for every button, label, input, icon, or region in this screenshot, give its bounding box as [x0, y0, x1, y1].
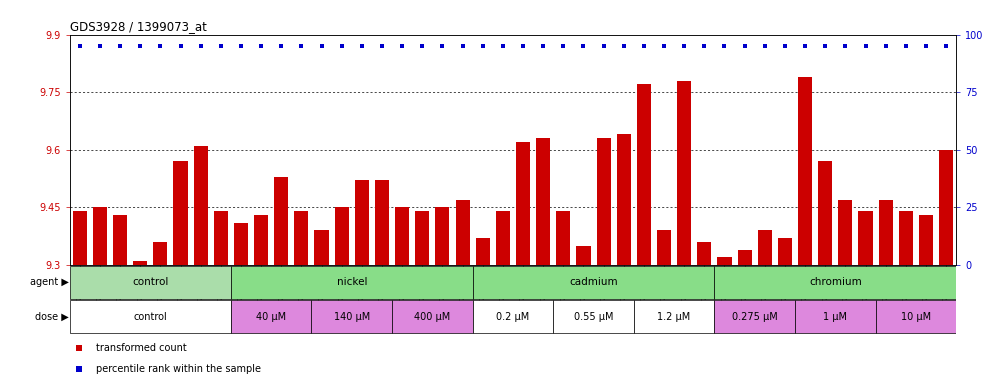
Bar — [516, 142, 530, 265]
Bar — [415, 211, 429, 265]
Bar — [73, 211, 87, 265]
Bar — [315, 230, 329, 265]
Bar — [335, 207, 349, 265]
Bar — [556, 211, 571, 265]
Bar — [496, 211, 510, 265]
Text: dose ▶: dose ▶ — [35, 312, 69, 322]
Bar — [153, 242, 167, 265]
Text: 1 μM: 1 μM — [824, 312, 848, 322]
Bar — [714, 266, 956, 299]
Bar — [919, 215, 933, 265]
Bar — [473, 266, 714, 299]
Text: 0.55 μM: 0.55 μM — [574, 312, 614, 322]
Bar — [636, 84, 651, 265]
Bar — [939, 150, 953, 265]
Text: control: control — [132, 277, 168, 287]
Bar — [758, 230, 772, 265]
Text: 40 μM: 40 μM — [256, 312, 286, 322]
Bar — [795, 300, 875, 333]
Bar — [597, 138, 611, 265]
Bar — [274, 177, 288, 265]
Bar — [455, 200, 470, 265]
Bar — [70, 266, 231, 299]
Text: 0.275 μM: 0.275 μM — [732, 312, 778, 322]
Bar — [395, 207, 409, 265]
Text: GDS3928 / 1399073_at: GDS3928 / 1399073_at — [70, 20, 206, 33]
Bar — [553, 300, 633, 333]
Bar — [697, 242, 711, 265]
Bar — [435, 207, 449, 265]
Bar — [374, 180, 389, 265]
Bar — [355, 180, 369, 265]
Bar — [254, 215, 268, 265]
Text: cadmium: cadmium — [569, 277, 618, 287]
Text: nickel: nickel — [337, 277, 367, 287]
Bar — [231, 266, 473, 299]
Bar — [536, 138, 550, 265]
Bar — [875, 300, 956, 333]
Bar — [214, 211, 228, 265]
Bar — [392, 300, 473, 333]
Bar — [473, 300, 553, 333]
Bar — [231, 300, 312, 333]
Bar — [133, 261, 147, 265]
Bar — [839, 200, 853, 265]
Bar — [193, 146, 208, 265]
Text: chromium: chromium — [809, 277, 862, 287]
Bar — [70, 300, 231, 333]
Text: 400 μM: 400 μM — [414, 312, 450, 322]
Bar — [234, 223, 248, 265]
Bar — [633, 300, 714, 333]
Bar — [295, 211, 309, 265]
Bar — [577, 246, 591, 265]
Bar — [898, 211, 913, 265]
Bar — [617, 134, 630, 265]
Bar — [818, 161, 833, 265]
Bar — [173, 161, 187, 265]
Bar — [798, 77, 812, 265]
Text: control: control — [133, 312, 167, 322]
Bar — [878, 200, 892, 265]
Bar — [717, 257, 731, 265]
Text: 140 μM: 140 μM — [334, 312, 370, 322]
Bar — [312, 300, 392, 333]
Text: percentile rank within the sample: percentile rank within the sample — [97, 364, 261, 374]
Bar — [476, 238, 490, 265]
Text: agent ▶: agent ▶ — [30, 277, 69, 287]
Text: transformed count: transformed count — [97, 343, 187, 353]
Text: 10 μM: 10 μM — [900, 312, 931, 322]
Bar — [93, 207, 107, 265]
Bar — [657, 230, 671, 265]
Bar — [677, 81, 691, 265]
Bar — [778, 238, 792, 265]
Text: 1.2 μM: 1.2 μM — [657, 312, 691, 322]
Text: 0.2 μM: 0.2 μM — [496, 312, 530, 322]
Bar — [714, 300, 795, 333]
Bar — [859, 211, 872, 265]
Bar — [738, 250, 752, 265]
Bar — [113, 215, 127, 265]
